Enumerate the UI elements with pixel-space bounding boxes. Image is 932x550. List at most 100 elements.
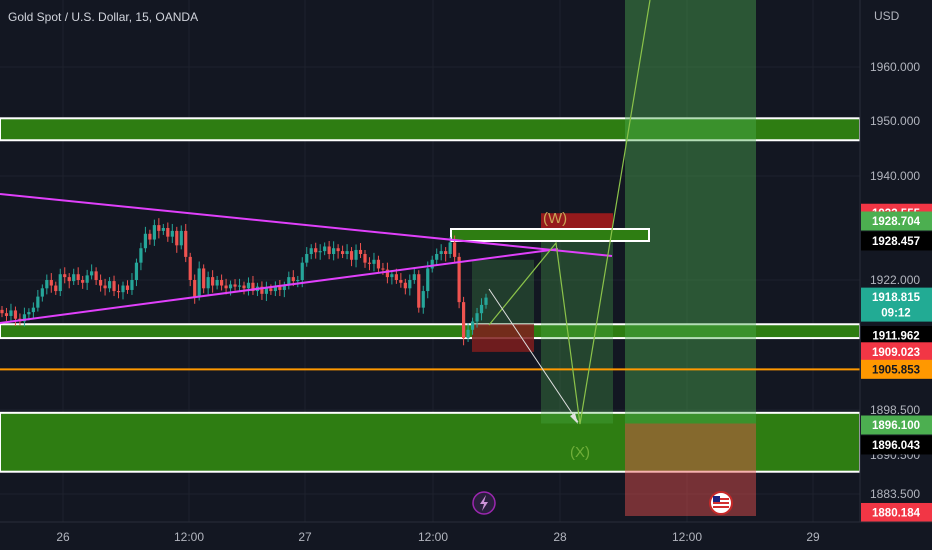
price-axis-panel[interactable] — [860, 0, 932, 522]
support-resistance-zone[interactable] — [0, 411, 861, 473]
candle-body — [161, 228, 165, 231]
price-tag[interactable]: 1928.704 — [861, 211, 932, 231]
candle-body — [166, 228, 170, 237]
candle-body — [130, 280, 134, 290]
wave-projection-path[interactable] — [488, 0, 651, 425]
price-tag[interactable]: 1909.023 — [861, 342, 932, 362]
candle-body — [372, 259, 376, 264]
drawings: (W) (X) — [0, 0, 651, 461]
candle-body — [148, 233, 152, 240]
candles — [0, 218, 488, 346]
candle-body — [269, 288, 273, 292]
candle-body — [9, 310, 13, 316]
lightning-icon[interactable] — [472, 491, 496, 515]
price-tag[interactable]: 1880.184 — [861, 502, 932, 522]
candle-body — [381, 268, 385, 270]
us-flag-icon[interactable] — [709, 491, 733, 515]
currency-label: USD — [874, 9, 900, 23]
price-tag[interactable]: 1918.815 09:12 — [861, 287, 932, 322]
candle-body — [345, 251, 349, 254]
time-tick-label: 12:00 — [174, 530, 204, 544]
time-tick-label: 27 — [298, 530, 312, 544]
candle-body — [170, 230, 174, 237]
time-axis-panel[interactable] — [0, 522, 932, 550]
triangle-upper-line[interactable] — [0, 193, 613, 257]
candle-body — [4, 313, 9, 316]
price-tag[interactable]: 1896.100 — [861, 415, 932, 435]
price-tag[interactable]: 1896.043 — [861, 435, 932, 455]
short-stop-box[interactable] — [472, 324, 534, 352]
price-tag[interactable]: 1905.853 — [861, 359, 932, 379]
candle-body — [193, 280, 197, 297]
candle-body — [354, 249, 358, 260]
candle-body — [36, 296, 40, 308]
candle-body — [273, 286, 277, 292]
candle-body — [264, 288, 269, 294]
candle-body — [439, 251, 443, 254]
triangle-lower-line[interactable] — [0, 248, 559, 324]
w-resistance-box[interactable] — [450, 228, 650, 242]
candle-body — [107, 281, 112, 289]
candle-body — [300, 262, 304, 280]
price-tag-value: 1909.023 — [872, 347, 920, 359]
candle-body — [309, 248, 313, 254]
candle-body — [81, 280, 85, 283]
candle-body — [58, 274, 62, 292]
price-tag-value: 1928.704 — [872, 216, 921, 228]
candle-body — [202, 268, 206, 289]
candle-body — [296, 280, 300, 282]
candle-body — [242, 285, 246, 289]
time-tick-label: 29 — [806, 530, 820, 544]
candle-body — [246, 282, 251, 289]
price-tag-value: 1928.457 — [872, 236, 920, 248]
candle-body — [27, 312, 31, 315]
price-tag-value: 1896.043 — [872, 440, 920, 452]
candle-body — [67, 277, 71, 282]
forecast-arrow-line[interactable] — [488, 288, 579, 423]
candle-body — [260, 286, 264, 294]
price-tag[interactable]: 1928.457 — [861, 231, 932, 251]
candle-body — [103, 285, 107, 289]
long-target-box[interactable] — [472, 259, 534, 325]
candle-body — [336, 248, 340, 252]
forecast-arrowhead — [570, 413, 578, 424]
candle-body — [479, 304, 484, 314]
candle-body — [143, 233, 148, 249]
price-tick-label: 1922.000 — [870, 273, 920, 287]
candle-body — [323, 246, 327, 252]
candle-body — [363, 254, 367, 263]
candle-body — [215, 280, 219, 286]
candle-body — [287, 277, 291, 286]
candle-body — [470, 321, 475, 330]
w-target-box[interactable] — [541, 241, 613, 424]
candle-body — [403, 282, 407, 289]
candle-body — [219, 280, 224, 286]
candle-body — [40, 288, 44, 297]
candle-body — [358, 249, 363, 254]
candle-body — [188, 256, 192, 280]
candle-body — [184, 230, 188, 257]
candle-body — [125, 285, 130, 290]
long-stop-zone[interactable] — [625, 423, 756, 517]
price-tags: 1933.5551928.7041928.4571918.81509:12191… — [861, 203, 932, 522]
candle-body — [332, 248, 336, 254]
candle-body — [430, 259, 434, 269]
candle-body — [22, 314, 27, 322]
candle-body — [116, 291, 121, 293]
candle-body — [457, 256, 461, 303]
candle-body — [461, 302, 466, 339]
candle-body — [94, 271, 98, 280]
price-tick-label: 1950.000 — [870, 114, 920, 128]
price-tag[interactable]: 1911.962 — [861, 326, 932, 346]
candle-body — [314, 248, 318, 253]
candle-body — [152, 225, 156, 240]
candle-body — [237, 285, 242, 287]
time-tick-label: 12:00 — [672, 530, 702, 544]
candle-body — [426, 268, 430, 292]
candle-body — [385, 269, 390, 278]
candle-body — [399, 280, 403, 283]
long-target-zone[interactable] — [625, 0, 756, 424]
candle-body — [435, 254, 439, 260]
price-tag-value: 1896.100 — [872, 420, 920, 432]
